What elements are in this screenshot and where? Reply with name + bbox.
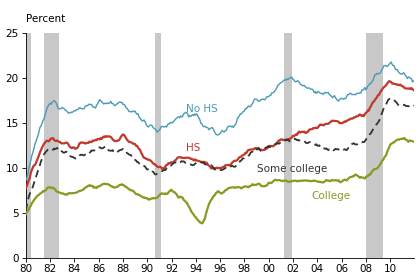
Bar bbox=[284, 32, 292, 258]
Text: Percent: Percent bbox=[26, 14, 65, 24]
Bar bbox=[155, 32, 161, 258]
Bar bbox=[44, 32, 59, 258]
Text: No HS: No HS bbox=[186, 104, 218, 114]
Bar bbox=[26, 32, 31, 258]
Text: HS: HS bbox=[186, 143, 200, 153]
Text: College: College bbox=[311, 191, 350, 201]
Text: Some college: Some college bbox=[257, 164, 327, 174]
Bar bbox=[366, 32, 383, 258]
